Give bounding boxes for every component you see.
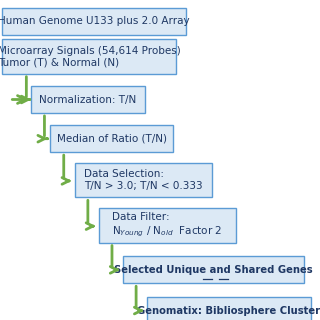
FancyBboxPatch shape	[75, 163, 212, 197]
Text: Selected Unique and Shared Genes: Selected Unique and Shared Genes	[114, 265, 313, 275]
Text: Normalization: T/N: Normalization: T/N	[39, 94, 137, 105]
FancyBboxPatch shape	[99, 208, 236, 243]
FancyBboxPatch shape	[123, 256, 304, 284]
FancyBboxPatch shape	[2, 39, 176, 74]
FancyBboxPatch shape	[147, 297, 311, 320]
FancyBboxPatch shape	[31, 86, 145, 113]
Text: Data Selection:
T/N > 3.0; T/N < 0.333: Data Selection: T/N > 3.0; T/N < 0.333	[84, 169, 203, 191]
Text: Median of Ratio (T/N): Median of Ratio (T/N)	[57, 134, 167, 144]
Text: Microarray Signals (54,614 Probes)
Tumor (T) & Normal (N): Microarray Signals (54,614 Probes) Tumor…	[0, 46, 180, 67]
FancyBboxPatch shape	[51, 125, 173, 152]
Text: Genomatix: Bibliosphere Cluster: Genomatix: Bibliosphere Cluster	[137, 306, 320, 316]
FancyBboxPatch shape	[2, 8, 186, 35]
Text: Human Genome U133 plus 2.0 Array: Human Genome U133 plus 2.0 Array	[0, 16, 190, 26]
Text: Data Filter:
N$_{Young}$ / N$_{old}$  Factor 2: Data Filter: N$_{Young}$ / N$_{old}$ Fac…	[112, 212, 223, 238]
